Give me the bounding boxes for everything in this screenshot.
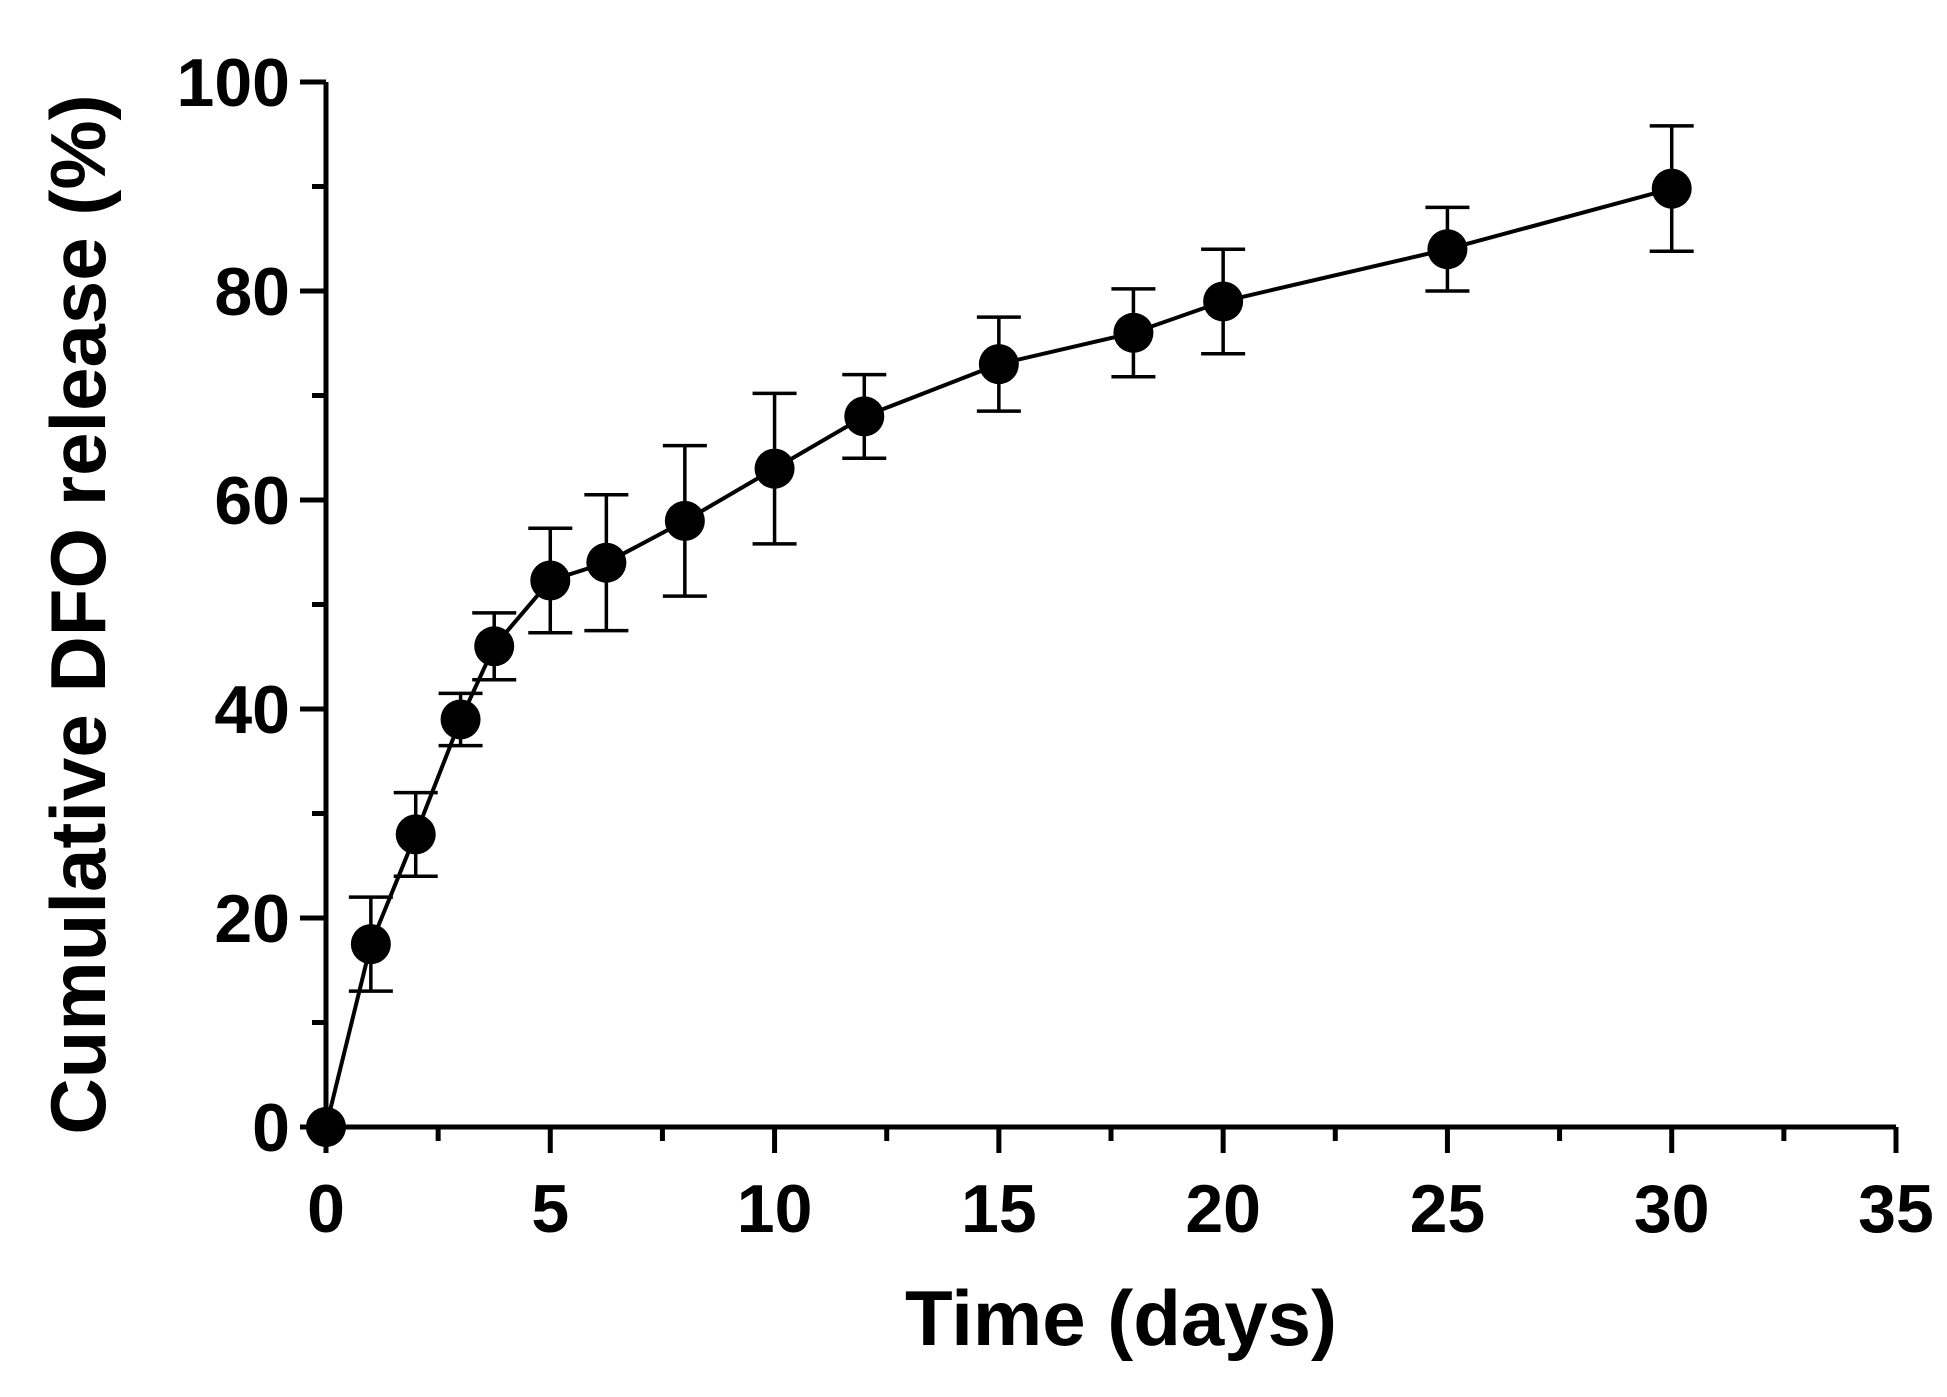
x-tick-label: 10 xyxy=(737,1171,813,1247)
data-point xyxy=(474,626,515,667)
y-tick-label: 0 xyxy=(252,1090,290,1166)
x-ticks: 0 5 10 15 20 25 30 35 xyxy=(307,1127,1934,1247)
y-ticks: 0 20 40 60 80 100 xyxy=(177,45,326,1166)
x-tick-label: 30 xyxy=(1634,1171,1710,1247)
data-point xyxy=(306,1107,346,1147)
data-point xyxy=(350,924,391,965)
x-tick-label: 0 xyxy=(307,1171,345,1247)
x-tick-label: 15 xyxy=(961,1171,1037,1247)
x-tick-label: 20 xyxy=(1185,1171,1261,1247)
data-point xyxy=(1203,281,1244,322)
axes xyxy=(323,82,1896,1130)
y-tick-label: 60 xyxy=(214,463,290,539)
data-point xyxy=(664,500,705,541)
x-tick-label: 25 xyxy=(1410,1171,1486,1247)
data-point xyxy=(754,448,795,489)
x-tick-label: 35 xyxy=(1858,1171,1934,1247)
y-axis-title: Cumulative DFO release (%) xyxy=(34,94,122,1134)
data-point xyxy=(1651,168,1692,209)
data-point xyxy=(530,560,571,601)
series-group xyxy=(306,124,1694,1147)
x-axis-title: Time (days) xyxy=(905,1274,1337,1362)
data-point xyxy=(978,344,1019,385)
y-tick-label: 100 xyxy=(177,45,290,121)
x-tick-label: 5 xyxy=(531,1171,569,1247)
data-point xyxy=(1113,312,1154,353)
data-point xyxy=(1427,229,1468,270)
data-point xyxy=(844,396,885,437)
y-tick-label: 40 xyxy=(214,672,290,748)
data-point xyxy=(395,814,436,855)
y-tick-label: 80 xyxy=(214,254,290,330)
data-point xyxy=(586,542,627,583)
y-tick-label: 20 xyxy=(214,881,290,957)
data-point xyxy=(440,699,481,740)
